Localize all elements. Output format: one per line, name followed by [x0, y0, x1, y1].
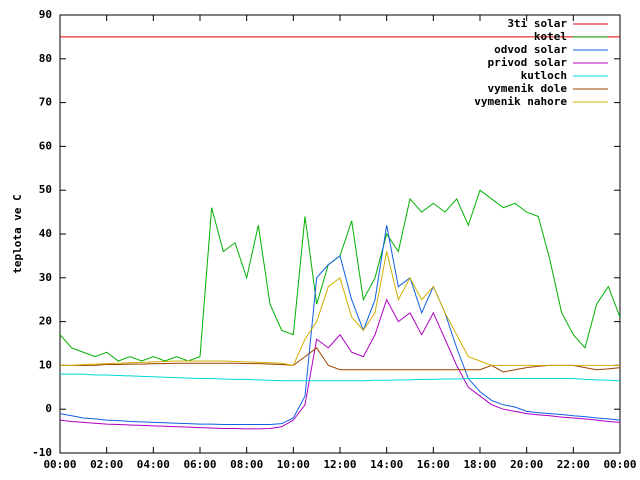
x-tick-label: 12:00: [323, 458, 356, 471]
legend-label: kutloch: [521, 69, 567, 82]
x-tick-label: 14:00: [370, 458, 403, 471]
y-tick-label: -10: [32, 446, 52, 459]
x-tick-label: 02:00: [90, 458, 123, 471]
x-tick-label: 20:00: [510, 458, 543, 471]
y-tick-label: 20: [39, 315, 52, 328]
y-tick-label: 50: [39, 183, 52, 196]
x-tick-label: 16:00: [417, 458, 450, 471]
data-line: [60, 251, 620, 366]
legend-label: 3ti solar: [507, 17, 567, 30]
x-tick-label: 22:00: [557, 458, 590, 471]
y-tick-label: 30: [39, 271, 52, 284]
legend-label: vymenik nahore: [474, 95, 567, 108]
data-line: [60, 373, 621, 382]
legend-label: privod solar: [488, 56, 568, 69]
x-tick-label: 00:00: [43, 458, 76, 471]
y-tick-label: 80: [39, 52, 52, 65]
y-tick-label: 10: [39, 358, 52, 371]
x-tick-label: 06:00: [183, 458, 216, 471]
y-tick-label: 40: [39, 227, 52, 240]
legend-label: kotel: [534, 30, 567, 43]
y-tick-label: 0: [45, 402, 52, 415]
y-axis-label: teplota ve C: [11, 194, 24, 273]
x-tick-label: 18:00: [463, 458, 496, 471]
x-tick-label: 04:00: [137, 458, 170, 471]
x-tick-label: 10:00: [277, 458, 310, 471]
x-tick-label: 08:00: [230, 458, 263, 471]
legend-label: vymenik dole: [488, 82, 568, 95]
y-tick-label: 90: [39, 8, 52, 21]
data-line: [60, 347, 621, 373]
legend-label: odvod solar: [494, 43, 567, 56]
data-line: [59, 298, 621, 430]
y-tick-label: 60: [39, 139, 52, 152]
x-tick-label: 00:00: [603, 458, 636, 471]
y-tick-label: 70: [39, 96, 52, 109]
data-line: [59, 225, 621, 426]
